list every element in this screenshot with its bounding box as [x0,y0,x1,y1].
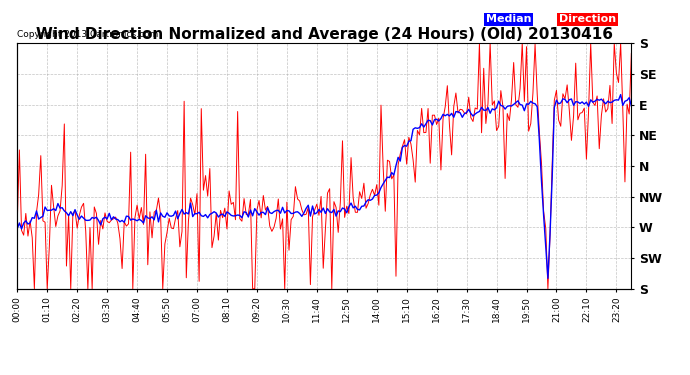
Text: Direction: Direction [559,14,616,24]
Title: Wind Direction Normalized and Average (24 Hours) (Old) 20130416: Wind Direction Normalized and Average (2… [36,27,613,42]
Text: Copyright 2013 Cartronics.com: Copyright 2013 Cartronics.com [17,30,159,39]
Text: Median: Median [486,14,531,24]
